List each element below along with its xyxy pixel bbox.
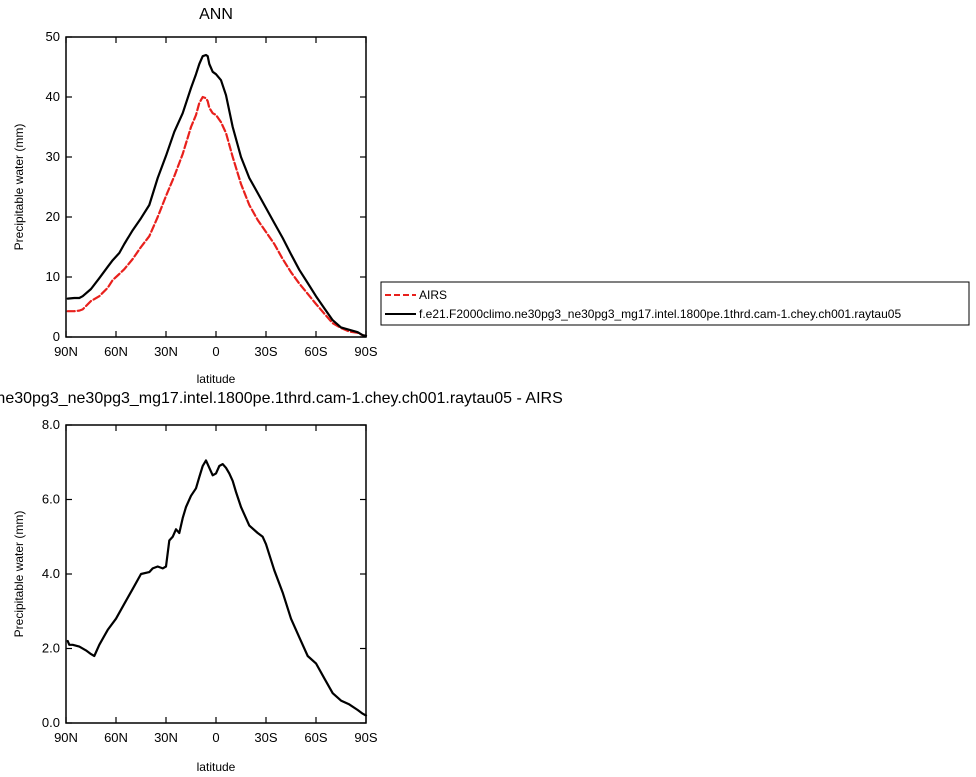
chart-bottom-xtick-label: 30N <box>154 730 178 745</box>
chart-top: ANN latitude Precipitable water (mm) 90N… <box>12 6 378 386</box>
chart-top-ytick-label: 50 <box>46 29 60 44</box>
chart-top-ytick-label: 0 <box>53 329 60 344</box>
chart-top-xtick-label: 30N <box>154 344 178 359</box>
chart-bottom-series-line-difference <box>66 459 368 717</box>
chart-bottom-xtick-label: 0 <box>212 730 219 745</box>
chart-top-xtick-label: 60S <box>304 344 327 359</box>
chart-bottom-xtick-label: 90S <box>354 730 377 745</box>
chart-top-xtick-label: 60N <box>104 344 128 359</box>
chart-bottom-ytick-label: 6.0 <box>42 492 60 507</box>
chart-top-series <box>66 53 368 337</box>
chart-top-frame <box>65 36 367 338</box>
chart-bottom-xtick-label: 60S <box>304 730 327 745</box>
chart-top-ylabel: Precipitable water (mm) <box>12 124 26 251</box>
chart-bottom: f.e21.F2000climo.ne30pg3_ne30pg3_mg17.in… <box>0 390 563 774</box>
chart-top-ytick-label: 40 <box>46 89 60 104</box>
chart-bottom-ytick-label: 2.0 <box>42 641 60 656</box>
chart-top-legend: AIRS f.e21.F2000climo.ne30pg3_ne30pg3_mg… <box>380 281 970 326</box>
chart-top-xtick-label: 0 <box>212 344 219 359</box>
chart-bottom-frame <box>65 424 367 724</box>
legend-box <box>380 281 970 326</box>
chart-top-series-line-airs <box>66 95 368 337</box>
chart-bottom-ytick-label: 0.0 <box>42 715 60 730</box>
chart-bottom-title: f.e21.F2000climo.ne30pg3_ne30pg3_mg17.in… <box>0 390 563 407</box>
legend-label-airs: AIRS <box>419 288 447 302</box>
chart-top-ticks: 90N 60N 30N 0 30S 60S 90S 0 10 20 30 40 50 <box>46 29 378 359</box>
chart-top-xtick-label: 90N <box>54 344 78 359</box>
chart-top-xtick-label: 90S <box>354 344 377 359</box>
chart-top-ytick-label: 30 <box>46 149 60 164</box>
chart-top-xtick-label: 30S <box>254 344 277 359</box>
chart-top-ytick-label: 10 <box>46 269 60 284</box>
chart-bottom-xlabel: latitude <box>197 760 236 774</box>
chart-top-xlabel: latitude <box>197 372 236 386</box>
chart-bottom-series <box>66 459 368 717</box>
legend-label-model: f.e21.F2000climo.ne30pg3_ne30pg3_mg17.in… <box>419 307 901 321</box>
chart-bottom-xtick-label: 60N <box>104 730 128 745</box>
chart-bottom-xtick-label: 90N <box>54 730 78 745</box>
chart-bottom-ytick-label: 4.0 <box>42 566 60 581</box>
chart-bottom-xtick-label: 30S <box>254 730 277 745</box>
chart-top-title: ANN <box>199 6 233 23</box>
chart-top-ytick-label: 20 <box>46 209 60 224</box>
chart-bottom-ytick-label: 8.0 <box>42 417 60 432</box>
chart-top-series-line-model <box>66 53 368 337</box>
chart-bottom-ylabel: Precipitable water (mm) <box>12 511 26 638</box>
chart-bottom-ticks: 90N 60N 30N 0 30S 60S 90S 0.0 2.0 4.0 6.0 8.0 <box>42 417 378 745</box>
